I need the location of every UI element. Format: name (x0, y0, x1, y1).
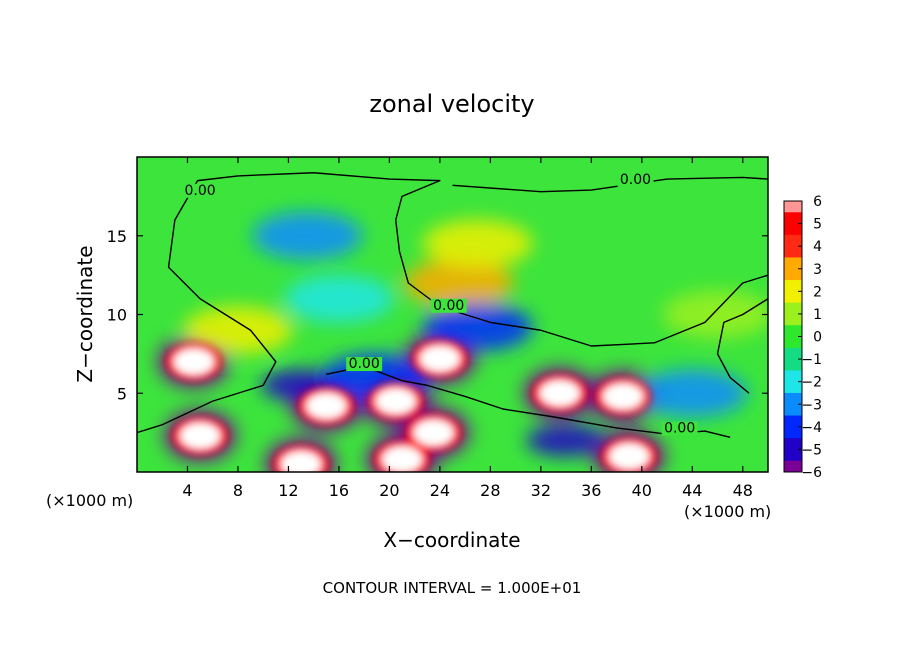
colorbar-tick-label: −6 (801, 465, 822, 481)
colorbar-tick-label: 2 (813, 284, 822, 300)
colorbar-segment (784, 415, 802, 428)
field-blob (662, 290, 768, 339)
field-blob (422, 219, 533, 268)
x-tick-label: 40 (632, 481, 652, 500)
field-blob (403, 259, 514, 307)
field-blob (283, 274, 394, 323)
colorbar-segment (784, 347, 802, 360)
x-tick-label: 48 (733, 481, 753, 500)
colorbar-segment (784, 201, 802, 213)
x-tick-label: 28 (480, 481, 500, 500)
field-blob-core (281, 451, 322, 472)
field-blob-core (382, 446, 423, 472)
velocity-field (157, 211, 768, 472)
contour-label-bg (182, 183, 219, 198)
x-tick-label: 32 (531, 481, 551, 500)
contour-label: 0.00 (620, 172, 651, 188)
y-tick-label: 5 (117, 384, 127, 403)
colorbar-segment (784, 392, 802, 405)
contour-label: 0.00 (433, 298, 464, 314)
contour-line-zero (716, 298, 768, 394)
x-axis-label: X−coordinate (383, 528, 520, 552)
field-blob-core (419, 345, 460, 372)
colorbar-segment (784, 313, 802, 326)
contour-line-zero (197, 172, 768, 347)
colorbar-segment (784, 438, 802, 450)
colorbar-tick-label: −5 (801, 442, 822, 458)
colorbar-tick-label: 4 (813, 239, 822, 255)
colorbar-segment (784, 404, 802, 417)
field-blob (252, 211, 363, 260)
field-blob (637, 369, 748, 418)
colorbar-segment (784, 246, 802, 258)
contour-label-bg (617, 172, 654, 187)
colorbar-segment (784, 449, 802, 462)
plot-area: 0.00 0.00 0.00 0.00 0.00 (136, 156, 769, 473)
x-tick-label: 36 (581, 481, 601, 500)
colorbar-segment (784, 426, 802, 439)
zero-contours: 0.00 0.00 0.00 0.00 0.00 (137, 172, 768, 439)
contour-label: 0.00 (185, 183, 216, 199)
colorbar-tick-label: −1 (801, 352, 822, 368)
x-tick-label: 12 (278, 481, 298, 500)
colorbar-segment (784, 336, 802, 349)
contour-label-bg (346, 357, 383, 372)
field-blob (182, 306, 293, 355)
colorbar-segment (784, 359, 802, 371)
colorbar-tick-label: −2 (801, 375, 822, 391)
colorbar-segment (784, 280, 802, 292)
field-blob-core (173, 348, 214, 375)
colorbar-segment (784, 302, 802, 315)
x-axis: 4 8 12 16 20 24 28 32 36 40 44 48 (182, 157, 753, 500)
colorbar-tick-label: 3 (813, 262, 822, 278)
field-blob-core (180, 422, 221, 449)
field-blob (422, 303, 533, 352)
contour-label-bg (430, 298, 467, 313)
x-tick-label: 44 (682, 481, 702, 500)
colorbar-segment (784, 223, 802, 236)
colorbar-segment (784, 325, 802, 337)
x-unit-right: (×1000 m) (684, 502, 771, 521)
contour-label: 0.00 (664, 421, 695, 437)
colorbar-segment (784, 370, 802, 383)
colorbar-tick-label: −3 (801, 397, 822, 413)
colorbar-segment (784, 234, 802, 247)
field-blob (526, 424, 607, 457)
colorbar-tick-label: 0 (813, 330, 822, 346)
colorbar-tick-label: 1 (813, 307, 822, 323)
contour-label-bg (661, 421, 698, 436)
chart-title: zonal velocity (369, 90, 534, 118)
field-blob-core (609, 443, 650, 470)
colorbar-tick-label: −4 (801, 420, 822, 436)
contour-interval-footer: CONTOUR INTERVAL = 1.000E+01 (323, 579, 582, 597)
colorbar-segment (784, 212, 802, 225)
contour-label: 0.00 (349, 356, 380, 372)
field-blob-core (602, 383, 643, 410)
colorbar: 6 5 4 3 2 1 0 −1 −2 −3 −4 −5 −6 (783, 194, 822, 481)
colorbar-segment (784, 460, 802, 473)
field-blob-core (539, 380, 580, 407)
field-blob-core (375, 388, 416, 415)
y-axis-label: Z−coordinate (73, 245, 97, 382)
colorbar-segment (784, 381, 802, 394)
colorbar-tick-label: 6 (813, 194, 822, 210)
x-tick-label: 24 (430, 481, 450, 500)
x-tick-label: 20 (379, 481, 399, 500)
colorbar-segment (784, 291, 802, 304)
contour-line-zero (137, 180, 277, 434)
y-axis: 5 10 15 (107, 227, 768, 403)
colorbar-segment (784, 257, 802, 270)
field-blob-core (306, 392, 347, 419)
y-tick-label: 10 (107, 306, 127, 325)
x-tick-label: 4 (182, 481, 192, 500)
y-tick-label: 15 (107, 227, 127, 246)
field-blob-core (413, 419, 454, 446)
x-unit-left: (×1000 m) (46, 491, 133, 510)
colorbar-tick-label: 5 (813, 217, 822, 233)
x-tick-label: 16 (329, 481, 349, 500)
colorbar-segment (784, 268, 802, 281)
x-tick-label: 8 (233, 481, 243, 500)
